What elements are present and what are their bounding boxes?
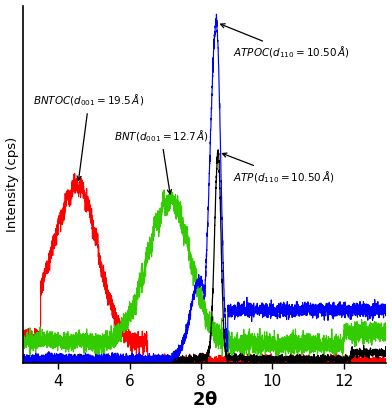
X-axis label: $\mathbf{2\theta}$: $\mathbf{2\theta}$ xyxy=(192,391,218,410)
Y-axis label: Intensity (cps): Intensity (cps) xyxy=(5,137,18,232)
Text: $\mathit{BNT}$$(d_{001}=12.7\,\AA)$: $\mathit{BNT}$$(d_{001}=12.7\,\AA)$ xyxy=(114,128,209,194)
Text: $\mathit{ATP}$$(d_{110}=10.50\,\AA)$: $\mathit{ATP}$$(d_{110}=10.50\,\AA)$ xyxy=(222,153,334,185)
Text: $\mathit{BNTOC}$$(d_{001}=19.5\,\AA)$: $\mathit{BNTOC}$$(d_{001}=19.5\,\AA)$ xyxy=(33,93,145,180)
Text: $\mathit{ATPOC}$$(d_{110}=10.50\,\AA)$: $\mathit{ATPOC}$$(d_{110}=10.50\,\AA)$ xyxy=(221,24,350,61)
